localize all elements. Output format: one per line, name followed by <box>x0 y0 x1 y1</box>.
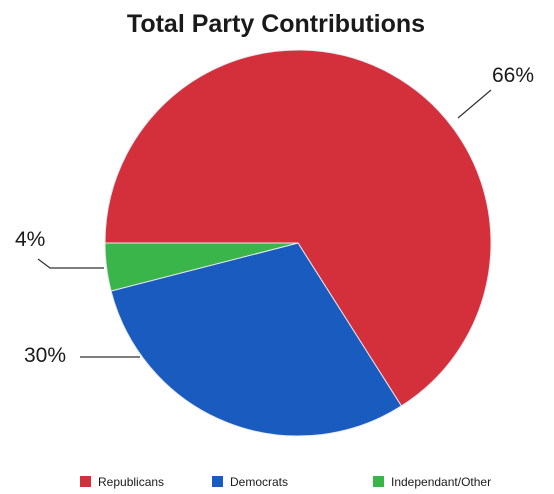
slice-label-democrats: 30% <box>24 344 66 367</box>
pie-slice-democrats <box>110 242 403 437</box>
pie-slices <box>104 49 492 437</box>
leader-line-republicans <box>457 89 492 119</box>
label-leaders <box>37 89 492 358</box>
legend-label-republicans: Republicans <box>98 475 164 489</box>
slice-labels: 66% 30% 4% <box>15 64 534 367</box>
pie-slice-independant-other <box>104 242 299 292</box>
leader-line-independant-other <box>37 258 104 269</box>
legend-label-independant-other: Independant/Other <box>391 475 491 489</box>
legend: Republicans Democrats Independant/Other <box>80 475 491 489</box>
legend-swatch-democrats <box>212 476 223 487</box>
legend-swatch-republicans <box>80 476 91 487</box>
chart-title: Total Party Contributions <box>127 10 425 38</box>
slice-label-independant-other: 4% <box>15 228 45 251</box>
pie-slice-republicans <box>104 49 492 407</box>
legend-label-democrats: Democrats <box>230 475 288 489</box>
legend-swatch-independant-other <box>373 476 384 487</box>
slice-label-republicans: 66% <box>492 64 534 87</box>
